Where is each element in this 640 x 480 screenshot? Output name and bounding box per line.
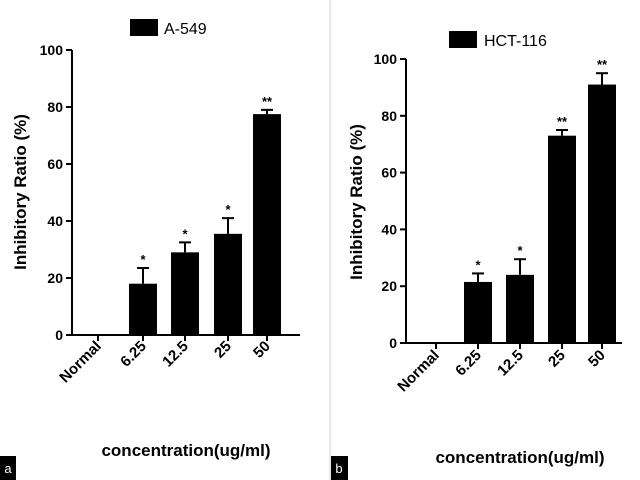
x-tick-label: 25 (545, 347, 569, 371)
panel-label-box-a (0, 456, 16, 480)
panel-b: HCT-116 Inhibitory Ratio (%) concentrati… (331, 31, 622, 480)
legend-label-a: A-549 (164, 21, 207, 38)
bar (506, 274, 534, 343)
y-axis-label-b: Inhibitory Ratio (%) (347, 124, 366, 280)
y-tick-label: 20 (47, 270, 63, 286)
bar (548, 135, 576, 343)
significance-marker: ** (597, 57, 608, 72)
legend-swatch-a (130, 19, 158, 36)
bar (464, 281, 492, 343)
significance-marker: * (225, 202, 231, 217)
significance-marker: * (182, 226, 188, 241)
legend-label-b: HCT-116 (484, 33, 547, 50)
panel-label-box-b (331, 456, 348, 480)
panel-label-a: a (4, 461, 12, 476)
significance-marker: * (517, 243, 523, 258)
bar (171, 252, 199, 335)
bar (214, 233, 242, 335)
y-tick-label: 80 (381, 108, 397, 124)
x-tick-label: 6.25 (117, 338, 150, 371)
bars-b: ****** (464, 57, 616, 343)
bars-a: ***** (129, 94, 281, 335)
y-tick-label: 40 (381, 221, 397, 237)
panel-label-b: b (335, 461, 342, 476)
bar (588, 84, 616, 343)
x-tick-labels-b: Normal 6.25 12.5 25 50 (394, 343, 609, 395)
y-tick-label: 60 (381, 165, 397, 181)
bar (129, 283, 157, 335)
y-tick-label: 100 (374, 51, 398, 67)
x-tick-labels-a: Normal 6.25 12.5 25 50 (56, 335, 274, 386)
significance-marker: * (140, 252, 146, 267)
x-tick-label: 12.5 (159, 338, 192, 371)
x-axis-label-a: concentration(ug/ml) (101, 441, 270, 460)
x-tick-label: Normal (394, 347, 443, 396)
x-tick-label: 12.5 (494, 347, 527, 380)
x-tick-label: 50 (585, 347, 609, 371)
significance-marker: ** (557, 114, 568, 129)
y-tick-label: 80 (47, 99, 63, 115)
y-tick-label: 0 (55, 327, 63, 343)
x-tick-label: 25 (211, 338, 235, 362)
x-tick-label: 6.25 (452, 347, 485, 380)
significance-marker: ** (262, 94, 273, 109)
y-ticks-b: 0 20 40 60 80 100 (374, 51, 406, 351)
x-tick-label: Normal (56, 338, 105, 387)
y-tick-label: 100 (40, 42, 64, 58)
y-ticks-a: 0 20 40 60 80 100 (40, 42, 72, 343)
x-tick-label: 50 (250, 338, 274, 362)
y-tick-label: 20 (381, 278, 397, 294)
panel-a: A-549 Inhibitory Ratio (%) concentration… (0, 19, 300, 480)
significance-marker: * (475, 257, 481, 272)
y-tick-label: 40 (47, 213, 63, 229)
y-axis-label-a: Inhibitory Ratio (%) (11, 114, 30, 270)
x-axis-label-b: concentration(ug/ml) (435, 448, 604, 467)
y-tick-label: 60 (47, 156, 63, 172)
bar (253, 114, 281, 335)
legend-swatch-b (449, 31, 477, 48)
y-tick-label: 0 (389, 335, 397, 351)
